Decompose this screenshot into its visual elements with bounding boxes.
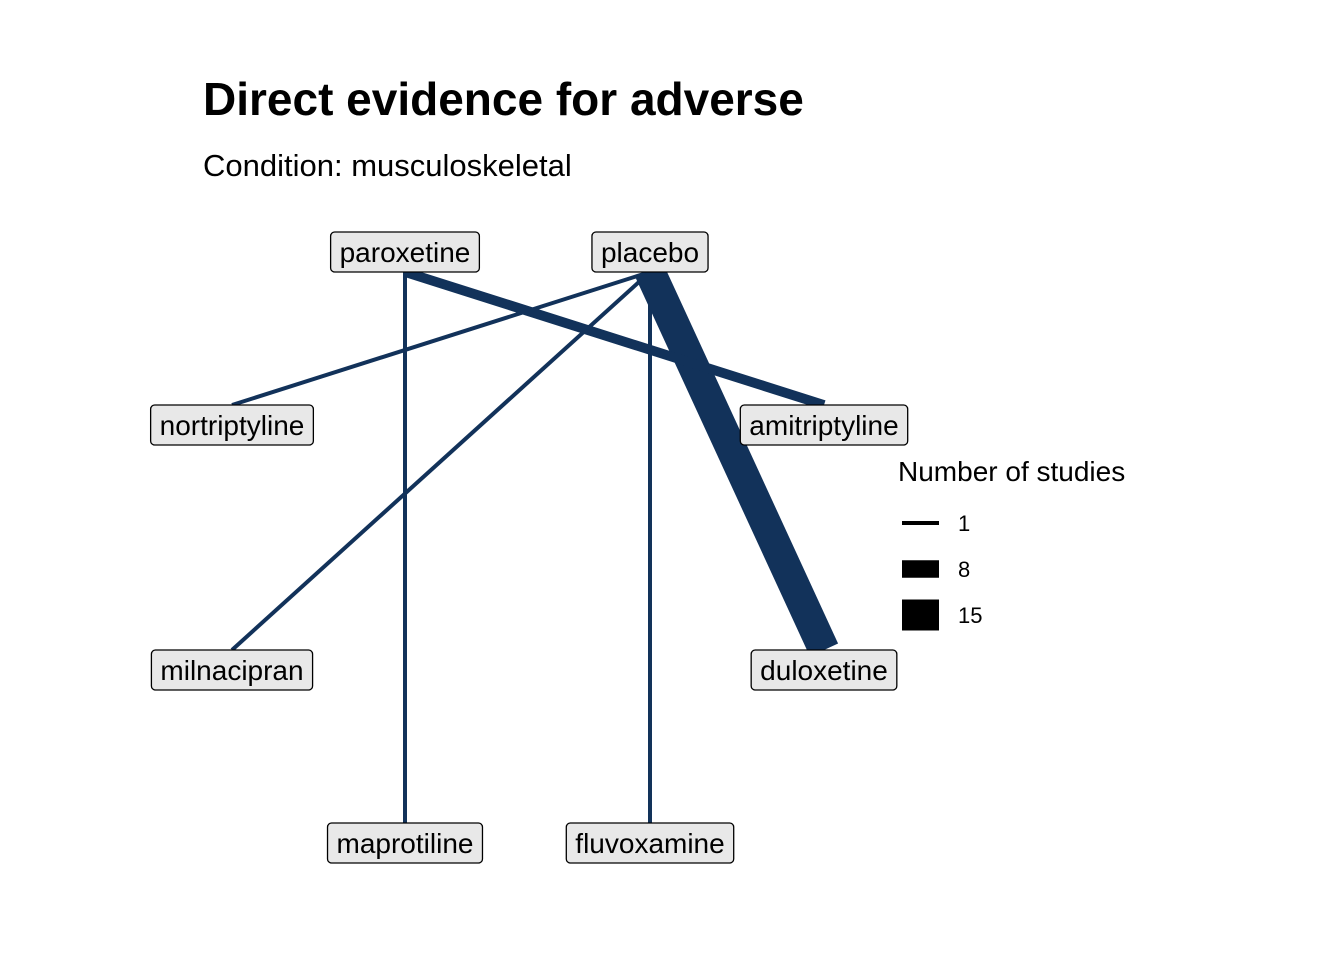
legend: Number of studies 1 8 15 xyxy=(898,456,1125,631)
node-milnacipran: milnacipran xyxy=(150,649,314,691)
nodes-layer: paroxetine placebo nortriptyline amitriptyl… xyxy=(149,231,909,864)
node-box xyxy=(329,231,481,273)
node-box xyxy=(326,822,484,864)
edge-placebo-nortriptyline xyxy=(231,270,651,407)
node-placebo: placebo xyxy=(591,231,709,273)
legend-label: 15 xyxy=(958,603,982,628)
edges-layer xyxy=(230,265,839,823)
legend-label: 8 xyxy=(958,557,970,582)
node-label: milnacipran xyxy=(160,655,303,686)
node-label: maprotiline xyxy=(337,828,474,859)
legend-key xyxy=(902,560,939,578)
node-fluvoxamine: fluvoxamine xyxy=(565,822,735,864)
node-box xyxy=(565,822,735,864)
node-box xyxy=(150,649,314,691)
node-label: paroxetine xyxy=(340,237,471,268)
node-paroxetine: paroxetine xyxy=(329,231,481,273)
edge-placebo-milnacipran xyxy=(230,270,652,652)
node-maprotiline: maprotiline xyxy=(326,822,484,864)
legend-title: Number of studies xyxy=(898,456,1125,487)
node-duloxetine: duloxetine xyxy=(750,649,898,691)
chart-title: Direct evidence for adverse xyxy=(203,73,804,125)
edge-placebo-duloxetine xyxy=(635,265,839,657)
edge-paroxetine-amitriptyline xyxy=(403,267,826,410)
node-box xyxy=(591,231,709,273)
node-box xyxy=(739,404,909,446)
node-label: placebo xyxy=(601,237,699,268)
node-label: fluvoxamine xyxy=(575,828,724,859)
chart-subtitle: Condition: musculoskeletal xyxy=(203,148,572,183)
legend-key xyxy=(902,599,939,631)
legend-label: 1 xyxy=(958,511,970,536)
legend-key xyxy=(902,521,939,525)
node-nortriptyline: nortriptyline xyxy=(149,404,315,446)
node-amitriptyline: amitriptyline xyxy=(739,404,909,446)
node-label: nortriptyline xyxy=(160,410,305,441)
node-box xyxy=(149,404,315,446)
node-label: duloxetine xyxy=(760,655,888,686)
node-box xyxy=(750,649,898,691)
node-label: amitriptyline xyxy=(749,410,898,441)
